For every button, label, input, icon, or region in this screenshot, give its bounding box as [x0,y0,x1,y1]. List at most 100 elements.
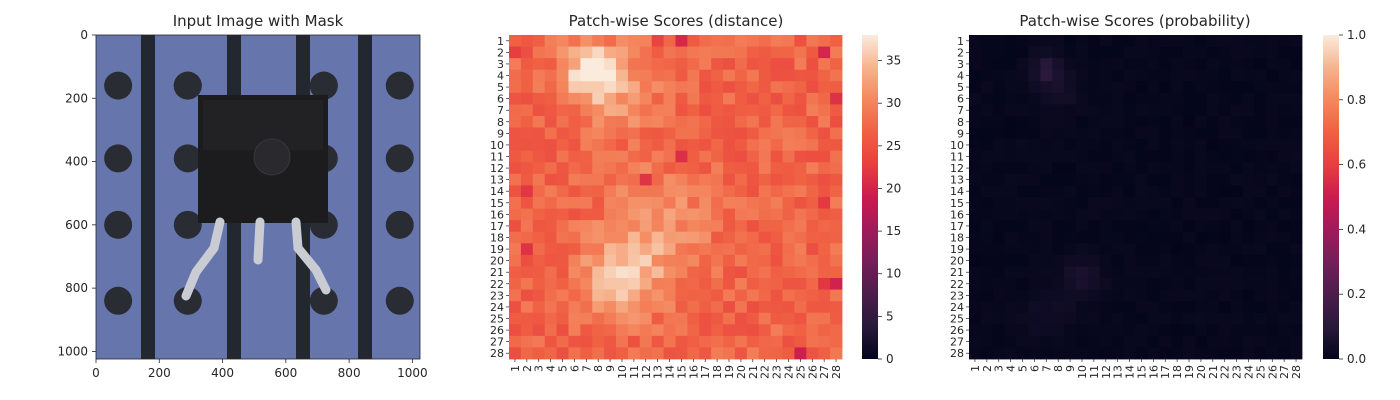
heatmap-cell [651,116,665,128]
image-y-tick-label: 600 [65,218,88,232]
heatmap-cell [980,116,994,128]
heatmap-cell [592,127,605,140]
distance-heatmap-y-axis: 1234567891011121314151617181920212223242… [490,35,509,360]
heatmap-cell [604,301,617,314]
heatmap-cell [1230,231,1243,244]
heatmap-cell [1064,116,1077,128]
heatmap-cell [675,127,688,140]
heatmap-cell [675,254,688,267]
heatmap-cell [1159,139,1172,152]
heatmap-x-tick-label: 6 [1028,365,1041,372]
heatmap-cell [1183,46,1196,59]
heatmap-cell [1028,301,1041,314]
heatmap-cell [592,58,605,71]
heatmap-cell [580,220,593,233]
heatmap-cell [758,81,772,94]
heatmap-cell [818,347,831,360]
heatmap-cell [818,312,831,325]
heatmap-cell [1111,335,1125,348]
heatmap-cell [1159,35,1172,47]
heatmap-cell [1242,254,1255,267]
heatmap-cell [1016,243,1029,256]
heatmap-cell [818,92,831,105]
heatmap-cell [616,81,629,94]
heatmap-x-tick-label: 13 [652,365,665,379]
heatmap-x-tick-label: 10 [616,365,629,379]
heatmap-cell [1052,92,1065,105]
heatmap-cell [1290,289,1303,302]
heatmap-cell [532,116,546,128]
heatmap-cell [758,254,772,267]
heatmap-cell [746,35,760,47]
heatmap-cell [1052,243,1065,256]
pcb-hole [173,144,202,173]
heatmap-cell [969,254,982,267]
colorbar-tick-label: 0.6 [1347,158,1366,172]
heatmap-cell [1266,92,1279,105]
heatmap-cell [782,162,795,175]
heatmap-cell [568,139,581,152]
heatmap-x-tick-label: 8 [592,365,605,372]
pcb-hole [104,71,133,100]
heatmap-cell [1218,335,1232,348]
heatmap-cell [770,289,783,302]
heatmap-cell [1254,150,1267,163]
heatmap-cell [1206,243,1220,256]
heatmap-cell [1004,162,1017,175]
heatmap-cell [1171,162,1184,175]
heatmap-cell [969,81,982,94]
heatmap-cell [1171,46,1184,59]
heatmap-cell [1183,127,1196,140]
heatmap-cell [1111,347,1125,360]
heatmap-cell [723,81,736,94]
heatmap-cell [1135,127,1148,140]
heatmap-cell [1218,220,1232,233]
heatmap-cell [806,81,819,94]
heatmap-cell [980,58,994,71]
heatmap-cell [1016,69,1029,82]
heatmap-cell [1183,150,1196,163]
heatmap-cell [1230,46,1243,59]
heatmap-cell [711,116,724,128]
heatmap-cell [1135,301,1148,314]
heatmap-cell [532,335,546,348]
heatmap-cell [830,335,843,348]
pcb-hole [173,71,202,100]
heatmap-cell [818,104,831,117]
heatmap-cell [1064,243,1077,256]
heatmap-cell [1159,197,1172,209]
heatmap-cell [627,139,641,152]
heatmap-cell [758,162,772,175]
heatmap-cell [1183,231,1196,244]
heatmap-cell [509,220,522,233]
heatmap-cell [794,35,807,47]
heatmap-cell [818,185,831,198]
heatmap-cell [687,69,700,82]
heatmap-cell [770,116,783,128]
heatmap-cell [568,173,581,186]
heatmap-cell [734,92,748,105]
heatmap-x-tick-label: 1 [969,365,982,372]
heatmap-cell [1147,58,1160,71]
heatmap-cell [627,162,641,175]
heatmap-cell [663,254,676,267]
heatmap-cell [770,220,783,233]
heatmap-cell [830,289,843,302]
heatmap-cell [1278,208,1291,221]
heatmap-cell [532,243,546,256]
heatmap-cell [782,150,795,163]
colorbar-tick-label: 5 [886,309,894,323]
heatmap-cell [830,347,843,360]
heatmap-cell [1171,127,1184,140]
heatmap-cell [544,69,557,82]
heatmap-cell [1040,127,1053,140]
heatmap-cell [616,254,629,267]
heatmap-cell [1159,220,1172,233]
heatmap-cell [699,127,712,140]
heatmap-y-tick-label: 22 [490,278,504,291]
heatmap-cell [806,185,819,198]
heatmap-cell [830,104,843,117]
heatmap-cell [520,58,534,71]
heatmap-cell [580,173,593,186]
heatmap-cell [1004,104,1017,117]
